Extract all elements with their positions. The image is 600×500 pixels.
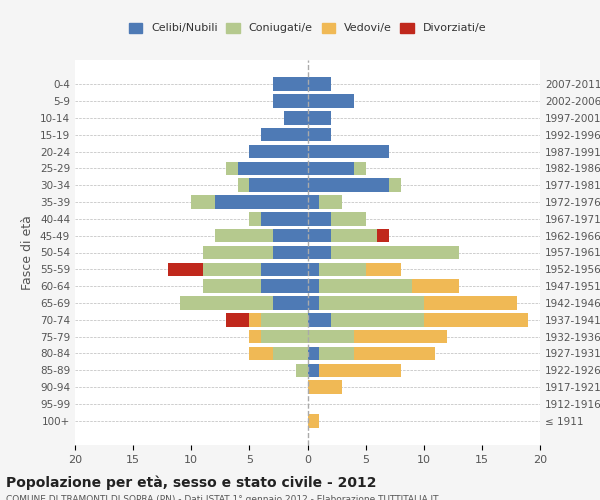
Bar: [308, 94, 354, 108]
Bar: [261, 313, 308, 326]
Text: Popolazione per età, sesso e stato civile - 2012: Popolazione per età, sesso e stato civil…: [6, 475, 377, 490]
Bar: [331, 229, 377, 242]
Bar: [226, 162, 238, 175]
Text: COMUNE DI TRAMONTI DI SOPRA (PN) - Dati ISTAT 1° gennaio 2012 - Elaborazione TUT: COMUNE DI TRAMONTI DI SOPRA (PN) - Dati …: [6, 495, 439, 500]
Bar: [354, 162, 365, 175]
Bar: [308, 380, 343, 394]
Bar: [319, 296, 424, 310]
Bar: [308, 229, 331, 242]
Bar: [308, 364, 319, 377]
Bar: [250, 346, 272, 360]
Bar: [354, 346, 436, 360]
Bar: [308, 346, 319, 360]
Bar: [319, 262, 365, 276]
Bar: [308, 414, 319, 428]
Bar: [319, 346, 354, 360]
Bar: [203, 280, 261, 293]
Bar: [308, 145, 389, 158]
Bar: [272, 229, 308, 242]
Bar: [238, 178, 250, 192]
Bar: [250, 178, 308, 192]
Bar: [250, 212, 261, 226]
Bar: [272, 346, 308, 360]
Bar: [308, 212, 331, 226]
Bar: [389, 178, 401, 192]
Bar: [272, 246, 308, 259]
Bar: [238, 162, 308, 175]
Bar: [203, 246, 272, 259]
Bar: [168, 262, 203, 276]
Bar: [261, 262, 308, 276]
Bar: [412, 280, 458, 293]
Bar: [250, 145, 308, 158]
Bar: [319, 364, 401, 377]
Bar: [308, 280, 319, 293]
Bar: [331, 212, 365, 226]
Bar: [272, 78, 308, 91]
Bar: [308, 246, 331, 259]
Bar: [191, 196, 215, 209]
Bar: [226, 313, 250, 326]
Legend: Celibi/Nubili, Coniugati/e, Vedovi/e, Divorziati/e: Celibi/Nubili, Coniugati/e, Vedovi/e, Di…: [125, 20, 490, 37]
Bar: [215, 196, 308, 209]
Bar: [308, 128, 331, 141]
Bar: [424, 296, 517, 310]
Bar: [261, 212, 308, 226]
Bar: [250, 313, 261, 326]
Bar: [308, 330, 354, 344]
Bar: [261, 330, 308, 344]
Bar: [272, 296, 308, 310]
Bar: [215, 229, 272, 242]
Bar: [377, 229, 389, 242]
Bar: [308, 262, 319, 276]
Bar: [319, 280, 412, 293]
Bar: [308, 78, 331, 91]
Bar: [308, 296, 319, 310]
Bar: [284, 111, 308, 124]
Bar: [272, 94, 308, 108]
Bar: [179, 296, 272, 310]
Bar: [261, 280, 308, 293]
Bar: [308, 111, 331, 124]
Bar: [308, 313, 331, 326]
Bar: [365, 262, 401, 276]
Bar: [261, 128, 308, 141]
Bar: [331, 246, 458, 259]
Bar: [331, 313, 424, 326]
Bar: [308, 178, 389, 192]
Bar: [319, 196, 343, 209]
Bar: [250, 330, 261, 344]
Bar: [296, 364, 308, 377]
Bar: [308, 162, 354, 175]
Bar: [308, 196, 319, 209]
Bar: [424, 313, 529, 326]
Y-axis label: Fasce di età: Fasce di età: [22, 215, 34, 290]
Bar: [354, 330, 447, 344]
Bar: [203, 262, 261, 276]
